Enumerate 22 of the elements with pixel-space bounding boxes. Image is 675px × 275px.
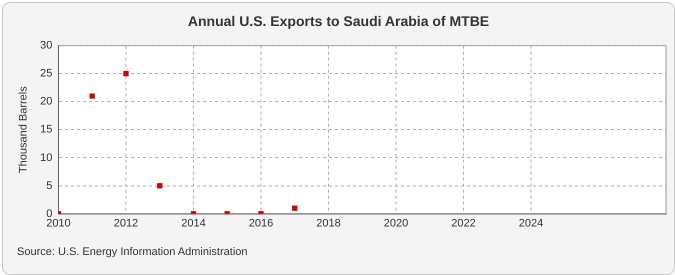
- y-tick-label: 30: [40, 40, 52, 52]
- point: [123, 71, 129, 76]
- x-tick-label: 2012: [114, 217, 138, 230]
- y-tick-label: 0: [46, 208, 52, 220]
- x-tick-label: 2016: [248, 217, 274, 230]
- y-tick-label: 5: [46, 180, 52, 192]
- point: [90, 93, 95, 99]
- y-tick-label: 25: [40, 68, 52, 80]
- x-tick-label: 2010: [46, 217, 71, 230]
- x-tick-label: 2014: [181, 217, 206, 230]
- x-tick-label: 2020: [384, 217, 408, 230]
- y-tick-label: 20: [40, 96, 52, 108]
- chart-title: Annual U.S. Exports to Saudi Arabia of MTBE: [186, 13, 490, 29]
- source-note: Source: U.S. Energy Information Administration: [17, 246, 248, 258]
- x-tick-label: 2022: [451, 217, 476, 230]
- y-tick-label: 10: [40, 152, 52, 164]
- point: [157, 183, 162, 188]
- x-tick-label: 2024: [518, 217, 544, 230]
- y-axis-title: Thousand Barrels: [18, 86, 30, 174]
- point: [292, 206, 298, 211]
- y-tick-label: 15: [40, 124, 52, 136]
- x-tick-label: 2018: [316, 217, 341, 230]
